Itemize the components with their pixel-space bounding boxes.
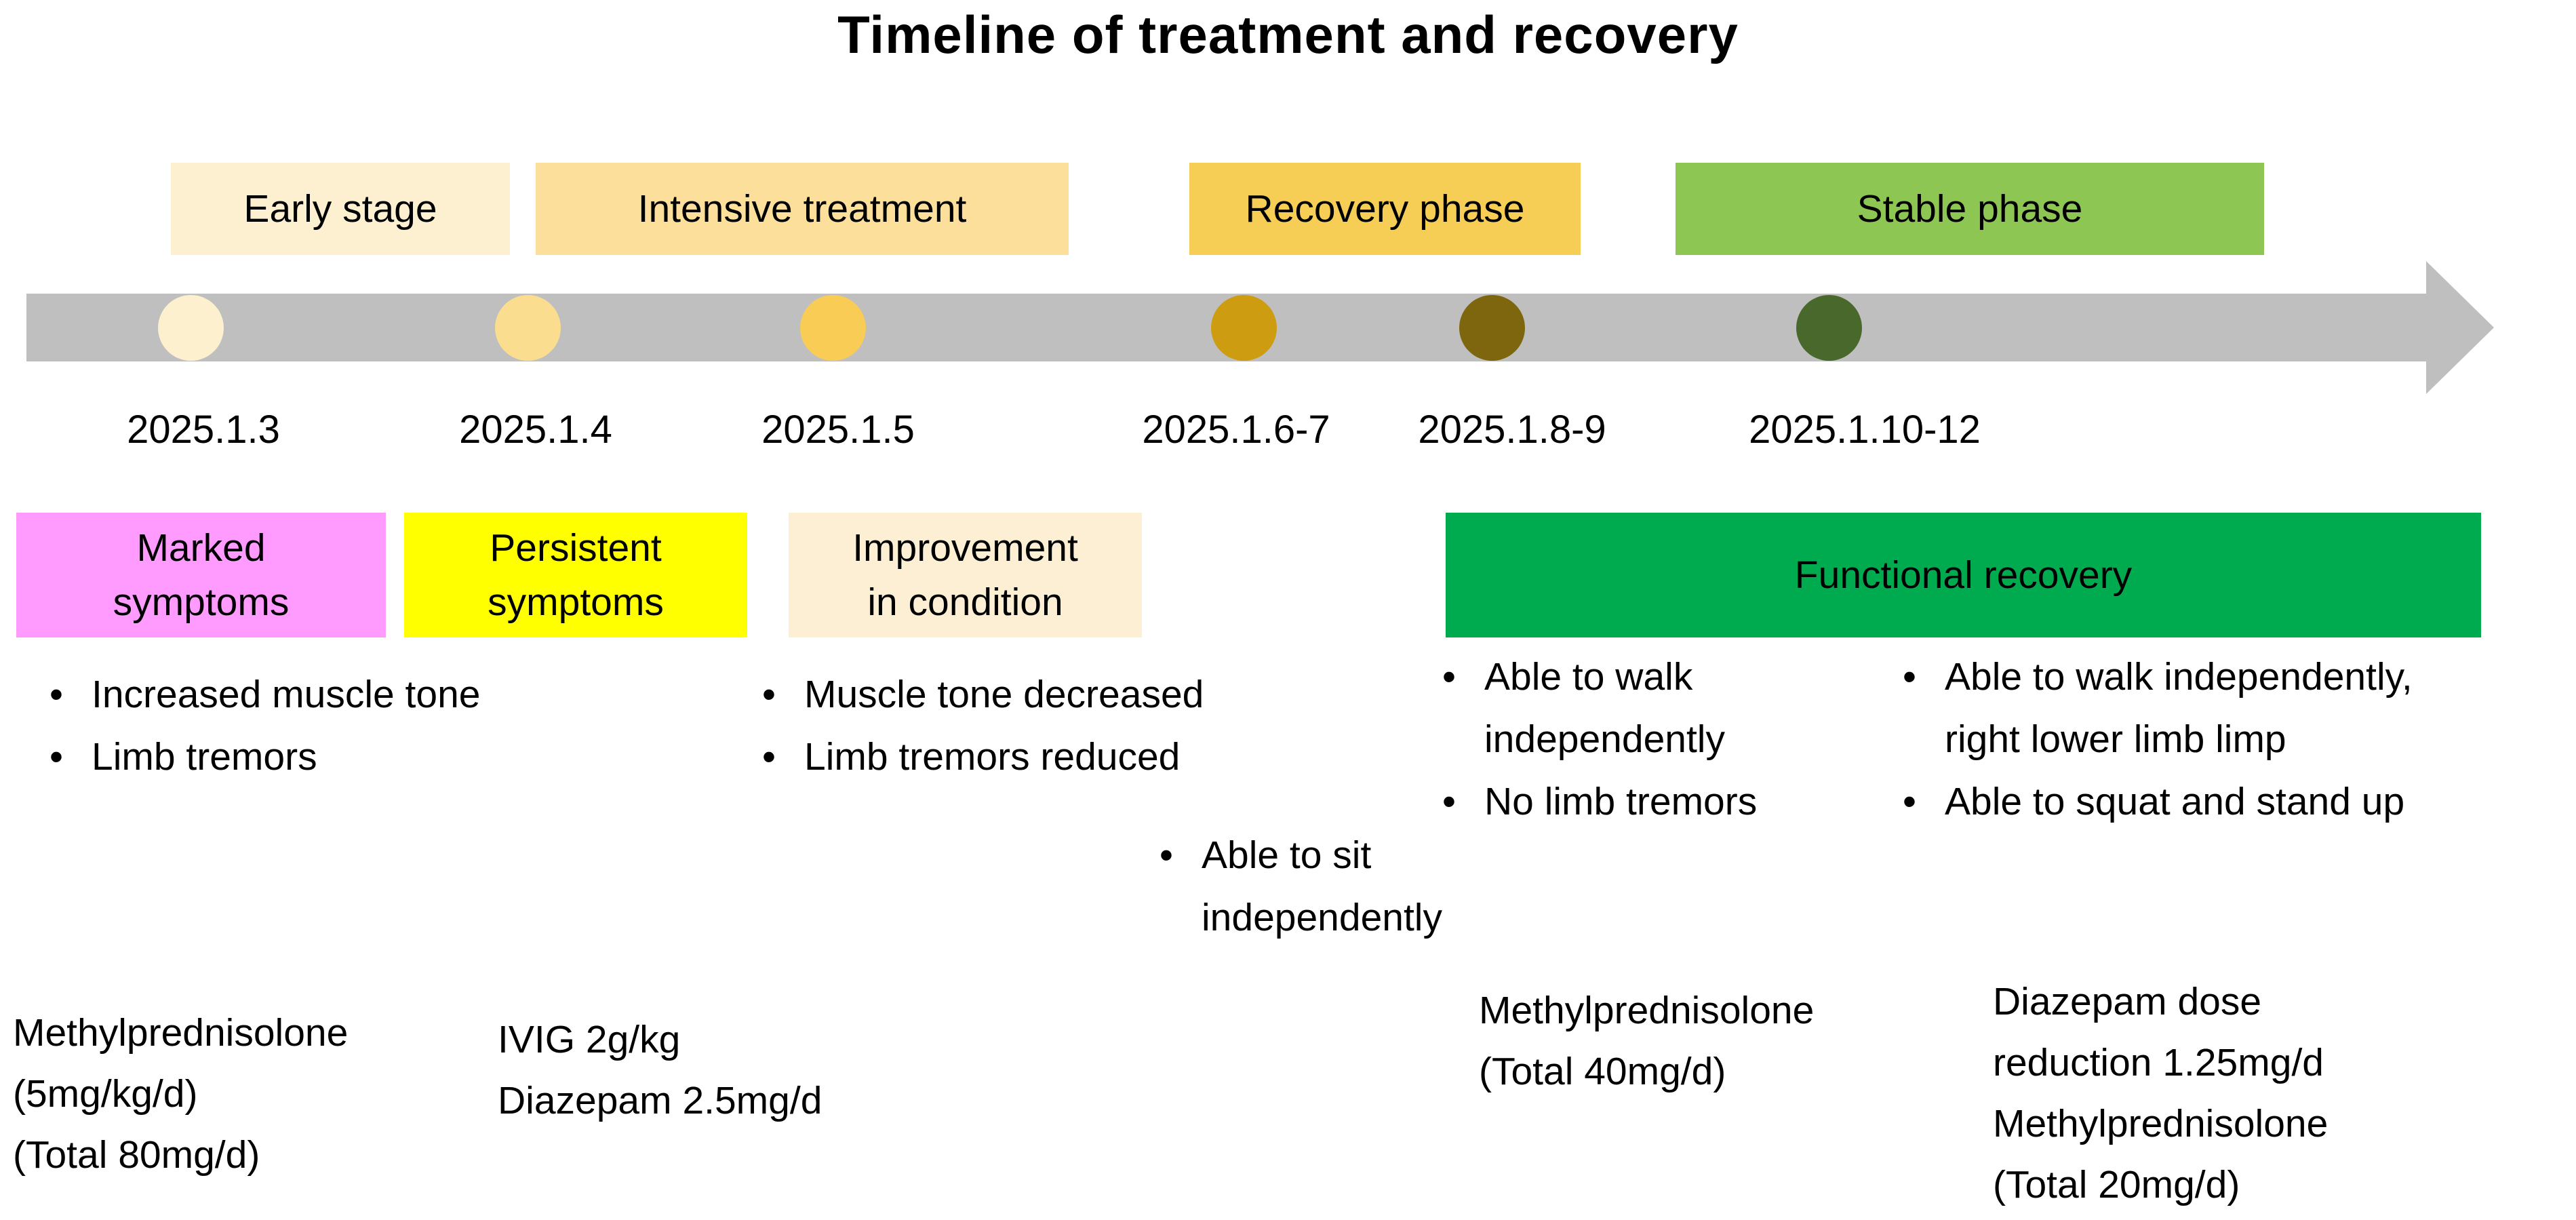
status-box-label: Persistent symptoms [488,526,664,624]
bullet-item: Able to walk independently, right lower … [1903,646,2413,770]
phase-label: Stable phase [1857,187,2083,231]
phase-box-recovery-phase: Recovery phase [1189,163,1581,255]
medication-note-recovery: Methylprednisolone (Total 40mg/d) [1479,989,1815,1093]
bullet-item: Limb tremors reduced [762,726,1204,788]
status-box-improvement: Improvement in condition [789,513,1142,637]
date-label: 2025.1.6-7 [1142,408,1330,452]
bullet-item: Limb tremors [49,726,480,788]
timeline-dot [1211,295,1277,361]
timeline-dot [800,295,866,361]
date-label: 2025.1.3 [127,408,280,452]
bullet-list-recovery: Able to walk independently No limb tremo… [1442,646,1757,833]
phase-box-stable-phase: Stable phase [1676,163,2264,255]
bullet-list-stable: Able to walk independently, right lower … [1903,646,2413,833]
bullet-item: Able to squat and stand up [1903,770,2413,833]
status-box-functional-recovery: Functional recovery [1446,513,2481,637]
status-box-label: Marked symptoms [113,526,290,624]
phase-label: Recovery phase [1245,187,1525,231]
bullet-item: Able to sit independently [1160,824,1442,949]
timeline-dot [495,295,561,361]
status-box-label: Functional recovery [1794,553,2133,597]
timeline-dot [1796,295,1862,361]
status-box-label: Improvement in condition [852,526,1078,624]
bullet-list-improvement: Muscle tone decreased Limb tremors reduc… [762,663,1204,788]
timeline-dot [1459,295,1525,361]
status-box-marked-symptoms: Marked symptoms [16,513,386,637]
bullet-item: Muscle tone decreased [762,663,1204,726]
timeline-arrowhead-icon [2426,261,2494,394]
bullet-item: Increased muscle tone [49,663,480,726]
date-label: 2025.1.8-9 [1418,408,1606,452]
bullet-item: No limb tremors [1442,770,1757,833]
phase-label: Early stage [243,187,437,231]
medication-note-intensive: IVIG 2g/kg Diazepam 2.5mg/d [498,1018,823,1122]
date-label: 2025.1.5 [761,408,915,452]
figure-title: Timeline of treatment and recovery [837,5,1739,64]
timeline-dot [158,295,224,361]
medication-note-stable: Diazepam dose reduction 1.25mg/d Methylp… [1993,980,2329,1206]
bullet-list-early-symptoms: Increased muscle tone Limb tremors [49,663,480,788]
date-label: 2025.1.10-12 [1749,408,1981,452]
phase-label: Intensive treatment [637,187,967,231]
phase-box-intensive-treatment: Intensive treatment [536,163,1069,255]
bullet-item: Able to walk independently [1442,646,1757,770]
phase-box-early-stage: Early stage [171,163,510,255]
bullet-list-sit: Able to sit independently [1160,824,1442,949]
status-box-persistent-symptoms: Persistent symptoms [404,513,747,637]
medication-note-early: Methylprednisolone (5mg/kg/d) (Total 80m… [13,1011,349,1177]
date-label: 2025.1.4 [459,408,612,452]
